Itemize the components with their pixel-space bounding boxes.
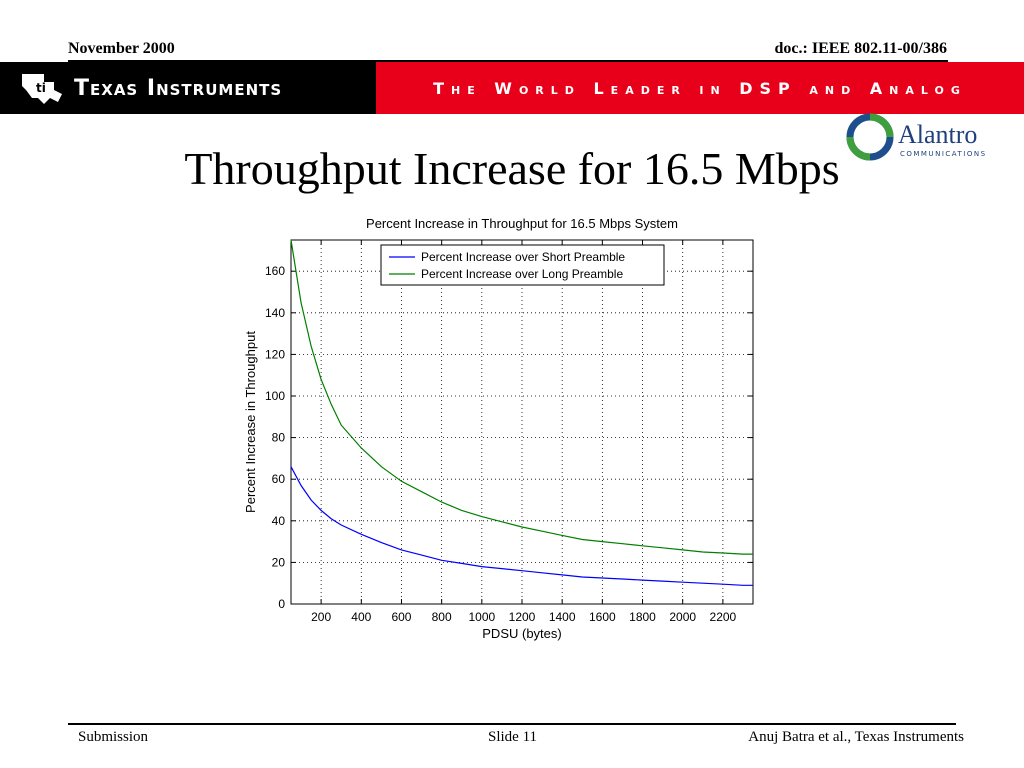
y-tick-label: 20 bbox=[272, 555, 286, 569]
footer-slide-number: Slide 11 bbox=[488, 729, 538, 745]
legend-box bbox=[380, 244, 665, 286]
slogan: The World Leader in DSP and Analog bbox=[433, 78, 967, 98]
footer-rule bbox=[68, 723, 956, 725]
circular-arrows-logo-icon bbox=[846, 113, 894, 161]
y-tick-label: 100 bbox=[265, 389, 285, 403]
x-axis-label: PDSU (bytes) bbox=[482, 626, 561, 641]
series-lines bbox=[290, 239, 753, 586]
x-tick-label: 1000 bbox=[468, 610, 495, 624]
x-tick-label: 2200 bbox=[710, 610, 737, 624]
x-tick-label: 200 bbox=[311, 610, 331, 624]
series-line-2 bbox=[290, 239, 753, 555]
ti-logo-block: ti Texas Instruments bbox=[0, 62, 376, 114]
throughput-chart: Percent Increase in Throughput for 16.5 … bbox=[243, 216, 754, 641]
alantro-sub: COMMUNICATIONS bbox=[900, 150, 987, 158]
slide-title: Throughput Increase for 16.5 Mbps bbox=[184, 143, 840, 194]
y-axis-label: Percent Increase in Throughput bbox=[243, 331, 258, 513]
x-tick-label: 400 bbox=[351, 610, 371, 624]
axis-ticks: 200 400 600 800 1000 1200 1400 1600 1800 2000 2200… bbox=[265, 240, 753, 624]
slogan-block: The World Leader in DSP and Analog bbox=[376, 62, 1024, 114]
y-tick-label: 0 bbox=[278, 597, 285, 611]
x-tick-label: 1400 bbox=[549, 610, 576, 624]
y-tick-label: 40 bbox=[272, 514, 286, 528]
y-tick-label: 120 bbox=[265, 347, 285, 361]
x-tick-label: 1600 bbox=[589, 610, 616, 624]
footer-submission: Submission bbox=[78, 729, 149, 745]
header-date: November 2000 bbox=[68, 40, 175, 57]
series-line-1 bbox=[290, 466, 753, 586]
legend-label: Percent Increase over Long Preamble bbox=[421, 267, 623, 281]
y-tick-label: 60 bbox=[272, 472, 286, 486]
x-tick-label: 1200 bbox=[509, 610, 536, 624]
alantro-logo: Alantro COMMUNICATIONS bbox=[846, 113, 987, 161]
header-doc-id: doc.: IEEE 802.11-00/386 bbox=[774, 40, 947, 57]
x-tick-label: 600 bbox=[391, 610, 411, 624]
plot-area bbox=[290, 239, 754, 605]
legend-label: Percent Increase over Short Preamble bbox=[421, 250, 625, 264]
header-rule bbox=[68, 60, 948, 62]
ti-banner: ti Texas Instruments The World Leader in… bbox=[0, 62, 1024, 114]
company-name: Texas Instruments bbox=[74, 75, 283, 101]
y-tick-label: 80 bbox=[272, 431, 286, 445]
y-tick-label: 160 bbox=[265, 264, 285, 278]
footer-author: Anuj Batra et al., Texas Instruments bbox=[748, 729, 964, 745]
grid bbox=[291, 240, 753, 604]
x-tick-label: 800 bbox=[432, 610, 452, 624]
svg-text:ti: ti bbox=[36, 81, 46, 95]
x-tick-label: 2000 bbox=[669, 610, 696, 624]
ti-state-logo-icon: ti bbox=[22, 74, 62, 104]
x-tick-label: 1800 bbox=[629, 610, 656, 624]
alantro-name: Alantro bbox=[898, 120, 977, 149]
chart-title: Percent Increase in Throughput for 16.5 … bbox=[366, 216, 678, 231]
legend: Percent Increase over Short Preamble Perc… bbox=[380, 244, 665, 286]
y-tick-label: 140 bbox=[265, 306, 285, 320]
